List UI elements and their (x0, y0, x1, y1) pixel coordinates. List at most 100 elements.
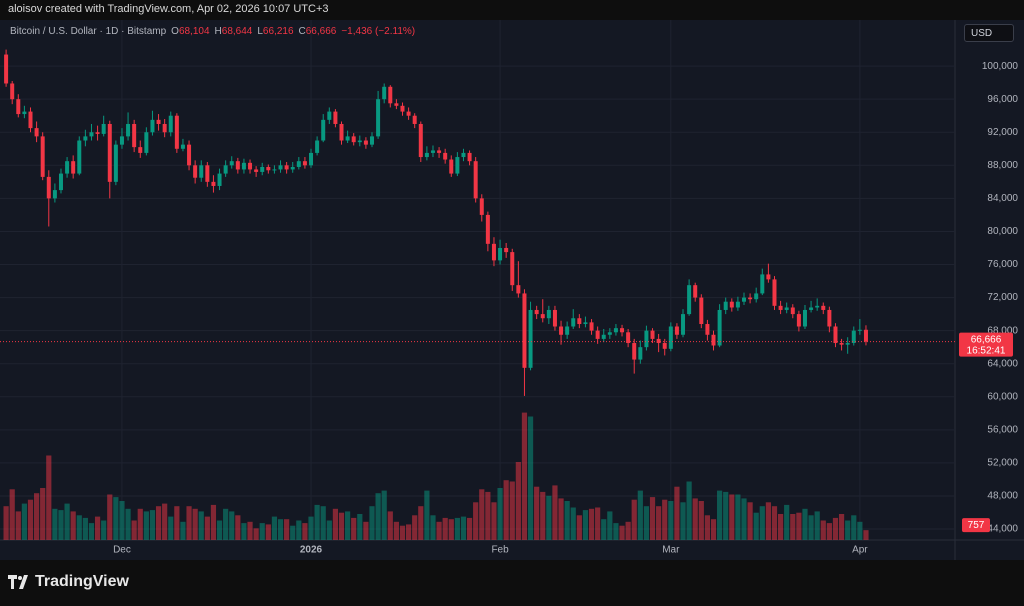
volume-bar (674, 486, 680, 540)
ohlc-prefix: O (171, 26, 179, 37)
volume-bar (680, 502, 686, 540)
ohlc-value: 68,104 (178, 26, 210, 37)
volume-bar (808, 515, 814, 540)
volume-bar (387, 511, 393, 540)
volume-bar (649, 497, 656, 540)
volume-bar (619, 525, 625, 540)
x-tick-label: 2026 (300, 545, 323, 556)
change: −1,436 (−2.11%) (341, 26, 416, 37)
volume-bar (845, 520, 851, 540)
volume-bar (717, 490, 723, 540)
candle-body (345, 136, 350, 141)
y-tick-label: 76,000 (987, 259, 1018, 270)
candle-body (821, 305, 826, 310)
y-tick-label: 68,000 (987, 325, 1018, 336)
candle-body (229, 161, 234, 166)
volume-bar (33, 493, 40, 540)
candle-body (144, 132, 149, 153)
volume-bar (265, 524, 271, 540)
volume-bar (58, 510, 64, 540)
y-tick-label: 84,000 (987, 193, 1018, 204)
volume-bar (412, 515, 418, 540)
volume-bar (107, 494, 113, 540)
candle-body (315, 140, 320, 153)
candle-body (266, 166, 271, 171)
candle-body (205, 165, 210, 182)
ohlc-prefix: L (257, 26, 263, 37)
candle-body (772, 279, 777, 306)
x-tick-label: Apr (852, 545, 868, 556)
candle-body (546, 309, 551, 319)
candle-body (863, 329, 868, 342)
volume-bar (521, 412, 528, 540)
candle-body (809, 307, 814, 310)
volume-bar (332, 508, 339, 540)
volume-bar (503, 480, 509, 540)
volume-bar (399, 525, 406, 540)
candle-body (467, 152, 472, 162)
candle-body (357, 140, 362, 143)
candle-body (778, 305, 783, 310)
candle-body (101, 123, 106, 134)
volume-bar (601, 519, 607, 540)
volume-bar (369, 506, 375, 540)
volume-bar (595, 507, 601, 540)
volume-bar (656, 506, 662, 540)
volume-bar (613, 523, 619, 540)
volume-bar (790, 514, 796, 540)
volume-bar (796, 512, 802, 540)
candle-body (180, 144, 185, 149)
volume-bar (723, 491, 729, 540)
candle-body (565, 326, 570, 335)
volume-bar (497, 488, 503, 540)
candle-body (150, 119, 155, 133)
volume-bar (625, 521, 631, 540)
volume-bar (448, 519, 454, 540)
volume-bar (125, 508, 131, 540)
ohlc-prefix: C (298, 26, 306, 37)
candle-body (504, 247, 509, 253)
currency-button[interactable]: USD (964, 24, 1014, 42)
y-tick-label: 60,000 (987, 391, 1018, 402)
candle-body (46, 176, 51, 199)
candle-body (28, 111, 33, 129)
candle-body (211, 181, 216, 186)
volume-bar (430, 515, 436, 540)
candle-body (729, 301, 734, 308)
candle-body (333, 111, 338, 124)
volume-bar (704, 515, 711, 540)
volume-bar (82, 517, 88, 540)
volume-bar (747, 502, 753, 540)
countdown: 16:52:41 (967, 345, 1006, 356)
volume-bar (832, 517, 839, 540)
candle-body (839, 343, 844, 345)
x-tick-label: Feb (491, 545, 509, 556)
candle-body (321, 119, 326, 141)
candle-body (644, 330, 649, 348)
volume-bar (88, 523, 95, 540)
volume-bar (277, 519, 284, 540)
volume-bar (546, 495, 552, 540)
volume-bar (692, 498, 698, 540)
volume-bar (168, 516, 174, 540)
volume-bar (838, 514, 845, 540)
candle-body (412, 115, 417, 124)
candle-body (223, 165, 228, 174)
y-tick-label: 48,000 (987, 491, 1018, 502)
candle-body (626, 332, 631, 344)
volume-bar (241, 523, 247, 540)
volume-bar (534, 486, 540, 540)
volume-bar (491, 502, 497, 540)
y-tick-label: 92,000 (987, 127, 1018, 138)
candle-body (248, 162, 253, 170)
candle-body (83, 136, 88, 141)
candle-body (693, 285, 698, 298)
candle-body (796, 314, 801, 327)
logo (8, 575, 28, 589)
symbol: Bitcoin / U.S. Dollar · 1D · Bitstamp (10, 26, 167, 37)
candle-body (613, 328, 618, 333)
volume-bar (857, 521, 863, 540)
volume-bar (576, 515, 582, 540)
candle-body (601, 334, 606, 339)
price-tag (959, 332, 1013, 357)
